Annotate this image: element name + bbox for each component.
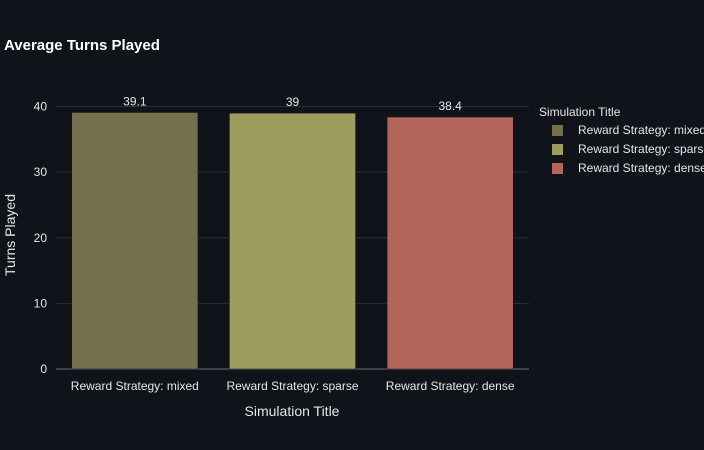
x-tick-label: Reward Strategy: mixed xyxy=(71,379,199,393)
y-tick-label: 20 xyxy=(34,231,48,245)
x-tick-label: Reward Strategy: sparse xyxy=(226,379,358,393)
y-axis-ticks: 0 10 20 30 40 xyxy=(34,100,48,376)
x-tick-label: Reward Strategy: dense xyxy=(386,379,515,393)
bars: 39.1 39 38.4 xyxy=(71,94,514,370)
x-axis-ticks: Reward Strategy: mixed Reward Strategy: s… xyxy=(71,379,515,393)
bar-value-label: 39.1 xyxy=(123,94,147,108)
chart-title: Average Turns Played xyxy=(4,37,160,54)
bar xyxy=(71,112,199,370)
legend-swatch xyxy=(552,125,563,136)
legend-label: Reward Strategy: dense xyxy=(578,161,704,175)
bar-value-label: 39 xyxy=(286,95,300,109)
legend: Simulation Title Reward Strategy: mixedR… xyxy=(539,105,704,175)
y-tick-label: 10 xyxy=(34,296,48,310)
y-tick-label: 40 xyxy=(34,100,48,114)
legend-label: Reward Strategy: sparse xyxy=(578,142,704,156)
bar xyxy=(229,112,356,370)
legend-swatch xyxy=(552,163,563,174)
y-tick-label: 0 xyxy=(40,362,47,376)
bar xyxy=(386,116,514,370)
legend-title: Simulation Title xyxy=(539,105,621,119)
legend-swatch xyxy=(552,144,563,155)
legend-label: Reward Strategy: mixed xyxy=(578,123,704,137)
x-axis-title: Simulation Title xyxy=(245,403,340,419)
bar-value-label: 38.4 xyxy=(438,99,462,113)
legend-items: Reward Strategy: mixed Reward Strategy: s… xyxy=(552,123,704,175)
y-axis-title: Turns Played xyxy=(2,194,18,276)
y-tick-label: 30 xyxy=(34,165,48,179)
